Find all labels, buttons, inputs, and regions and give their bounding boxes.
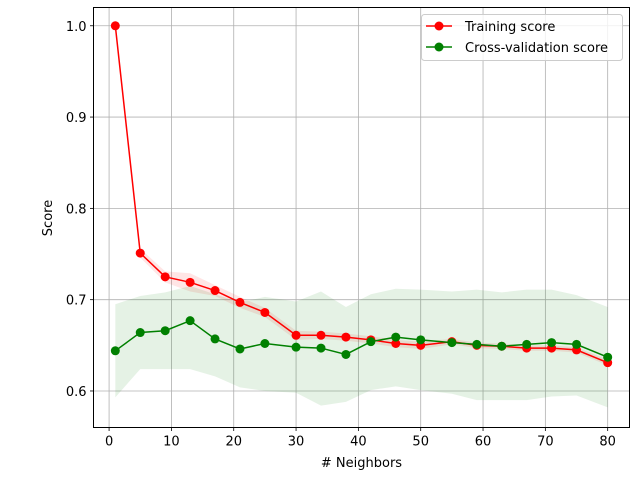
training-score-point [316, 330, 326, 340]
cross-validation-score-point [160, 326, 170, 336]
legend-swatch-training-marker [434, 21, 444, 31]
x-tick-label: 10 [163, 435, 180, 450]
cross-validation-score-point [341, 349, 351, 359]
x-tick-label: 40 [350, 435, 367, 450]
cross-validation-score-point [472, 339, 482, 349]
cross-validation-score-point [416, 335, 426, 345]
cross-validation-score-point [497, 341, 507, 351]
training-score-point [391, 339, 401, 348]
training-score-point [135, 248, 145, 258]
cross-validation-score-point [603, 352, 613, 362]
y-tick-label: 0.7 [66, 294, 87, 309]
x-tick-label: 50 [412, 435, 429, 450]
y-tick-label: 0.6 [66, 385, 87, 400]
cross-validation-score-point [572, 339, 582, 349]
cross-validation-score-point [135, 328, 145, 338]
training-score-point [341, 332, 351, 342]
x-tick-label: 70 [537, 435, 554, 450]
y-tick-label: 0.8 [66, 202, 87, 217]
training-score-point [291, 330, 301, 340]
cross-validation-score-point [391, 332, 401, 342]
training-score-point [185, 277, 195, 287]
cross-validation-score-point [447, 338, 457, 348]
y-tick-label: 0.9 [66, 111, 87, 126]
training-score-point [235, 297, 245, 307]
training-score-point [210, 286, 220, 296]
cross-validation-score-point [316, 343, 326, 353]
cross-validation-score-point [366, 337, 376, 347]
training-score-point [160, 272, 170, 282]
x-tick-label: 0 [105, 435, 113, 450]
x-axis-ticks: 0 10 20 30 40 50 60 70 80 [105, 427, 616, 450]
y-axis-label: Score [41, 200, 56, 236]
training-score-point [260, 307, 270, 317]
cross-validation-score-point [260, 339, 270, 348]
x-axis-label: # Neighbors [321, 456, 402, 471]
cross-validation-score-point [210, 334, 220, 344]
cross-validation-score-point [547, 338, 557, 348]
cross-validation-score-point [291, 342, 301, 352]
plot-frame [93, 7, 630, 428]
cross-validation-score-point [185, 316, 195, 326]
cross-validation-score-point [110, 346, 120, 356]
cross-validation-score-point [522, 339, 532, 349]
legend-swatch-cv-marker [434, 42, 444, 52]
legend: Training score Cross-validation score [421, 14, 623, 61]
training-score-point [110, 21, 120, 31]
x-tick-label: 20 [225, 435, 242, 450]
legend-label-cv: Cross-validation score [465, 41, 608, 56]
x-tick-label: 60 [475, 435, 492, 450]
y-axis-ticks: 0.6 0.7 0.8 0.9 1.0 [66, 20, 94, 400]
cross-validation-score-point [235, 344, 245, 354]
y-tick-label: 1.0 [66, 20, 87, 35]
legend-box [421, 14, 623, 61]
x-tick-label: 80 [599, 435, 616, 450]
series-points [110, 21, 613, 368]
x-tick-label: 30 [288, 435, 305, 450]
legend-label-training: Training score [464, 20, 555, 35]
